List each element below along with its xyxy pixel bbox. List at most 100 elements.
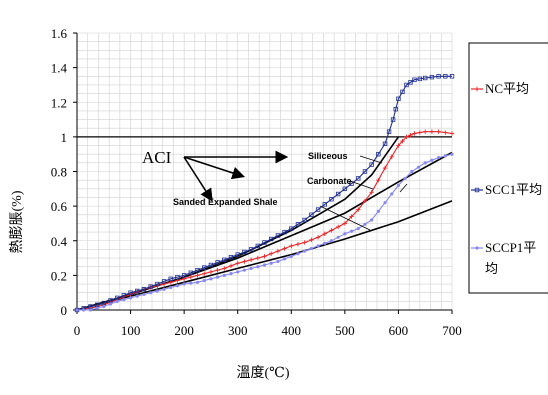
x-tick-label: 0 [74, 323, 81, 338]
data-point [262, 240, 267, 245]
data-point [329, 228, 334, 233]
data-point [255, 255, 261, 261]
data-point [188, 270, 194, 275]
data-point [443, 74, 448, 79]
data-point [383, 201, 387, 205]
x-tick-label: 200 [174, 323, 194, 338]
data-point [423, 75, 428, 81]
aci-arrow [183, 156, 213, 202]
data-point [268, 236, 274, 242]
data-point [423, 161, 427, 165]
leader-siliceous [359, 155, 383, 164]
data-point [436, 129, 441, 134]
x-tick-label: 100 [121, 323, 141, 338]
data-point [475, 246, 479, 250]
annotations: ACI Siliceous Carbonate Sanded Expanded … [142, 148, 408, 231]
data-point [443, 154, 447, 158]
data-point [268, 251, 274, 256]
data-point [269, 261, 273, 265]
legend-label-line: 均 [485, 261, 498, 276]
data-point [363, 222, 367, 226]
data-point [369, 162, 374, 167]
data-point [255, 243, 261, 249]
data-point [329, 239, 334, 243]
legend: NC平均 SCC1平均 SCCP1平均 [468, 42, 548, 294]
data-point [235, 261, 240, 266]
data-point [202, 278, 206, 283]
data-point [303, 249, 307, 253]
data-point [410, 169, 414, 174]
data-point [450, 152, 454, 156]
annotation-shale: Sanded Expanded Shale [173, 197, 278, 207]
legend-box [468, 42, 548, 294]
data-point [189, 281, 193, 285]
data-point [82, 308, 86, 312]
data-point [141, 287, 147, 292]
leader-shale [319, 205, 371, 231]
data-point [262, 254, 267, 259]
data-point [343, 232, 347, 236]
data-point [408, 80, 413, 85]
data-point [315, 207, 321, 212]
data-point [393, 106, 398, 112]
series-line [76, 75, 452, 311]
data-point [175, 284, 180, 288]
data-point [161, 279, 167, 284]
data-point [148, 284, 153, 289]
data-point [88, 304, 93, 309]
data-point [209, 277, 213, 281]
data-point [195, 280, 200, 284]
data-point [296, 252, 300, 256]
data-point [335, 224, 341, 230]
y-tick-label: 1.4 [51, 61, 68, 76]
data-point [242, 268, 247, 272]
data-point [216, 275, 220, 279]
data-point [430, 158, 434, 162]
data-point [155, 281, 160, 287]
data-point [315, 235, 321, 240]
data-point [412, 131, 417, 136]
data-point [289, 254, 293, 258]
data-point [449, 131, 455, 136]
y-tick-label: 0 [61, 303, 68, 318]
data-point [356, 227, 360, 231]
data-point [115, 299, 119, 303]
data-point [168, 276, 173, 282]
data-point [282, 229, 287, 235]
data-point [322, 202, 327, 207]
data-point [276, 259, 280, 264]
data-point [195, 267, 200, 273]
data-point [182, 282, 186, 286]
data-point [262, 263, 267, 267]
data-point [400, 139, 405, 144]
data-point [149, 291, 153, 295]
x-tick-label: 600 [389, 323, 409, 338]
data-point [370, 218, 374, 222]
y-tick-label: 0.6 [51, 199, 68, 214]
legend-label: SCC1平均 [485, 182, 542, 197]
data-point [474, 86, 480, 92]
data-point [236, 270, 240, 274]
data-point [429, 129, 435, 134]
data-point [215, 260, 220, 265]
data-point [108, 302, 113, 306]
data-point [382, 165, 388, 171]
data-point [390, 192, 394, 196]
data-point [349, 214, 354, 219]
axes: 0 100 200 300 400 500 600 700 0 0.2 0.4 0.6 0.8 1 1.2 1… [51, 26, 462, 338]
data-point [316, 244, 320, 248]
data-point [155, 289, 159, 293]
data-point [142, 292, 146, 297]
y-axis-label: 熱膨脹(%) [8, 190, 25, 253]
data-point [242, 249, 247, 255]
data-point [322, 231, 327, 237]
data-point [128, 296, 133, 300]
data-point [208, 269, 214, 275]
data-point [222, 273, 226, 277]
data-point [474, 187, 480, 193]
data-point [289, 226, 294, 231]
data-point [386, 129, 392, 134]
data-point [169, 285, 173, 290]
data-point [275, 233, 281, 238]
data-point [242, 259, 247, 264]
